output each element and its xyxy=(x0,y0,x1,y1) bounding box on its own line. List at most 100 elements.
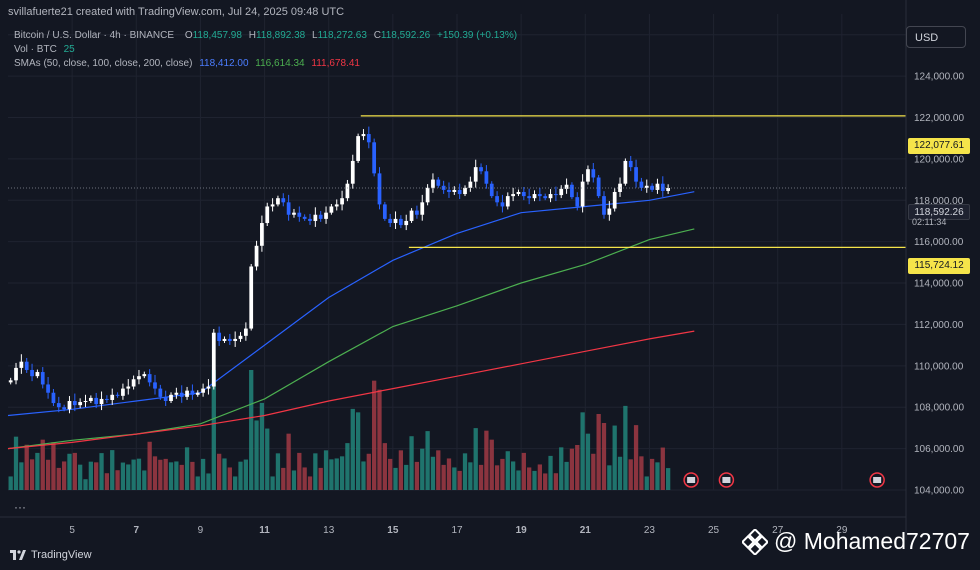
candle-body xyxy=(179,392,184,397)
volume-bar xyxy=(265,428,270,490)
candle-body xyxy=(211,332,216,387)
time-axis-tick: 15 xyxy=(387,525,399,536)
volume-bar xyxy=(655,462,660,490)
ohlc-open: 118,457.98 xyxy=(192,30,242,41)
event-marker-icon-body xyxy=(687,477,696,483)
candle-body xyxy=(227,338,232,341)
candle-body xyxy=(30,369,34,377)
candle-body xyxy=(169,394,173,402)
volume-bar xyxy=(334,458,339,490)
volume-bar xyxy=(521,452,526,490)
volume-bar xyxy=(537,464,542,490)
sma-lines xyxy=(7,191,695,450)
candle-body xyxy=(516,191,521,195)
volume-bar xyxy=(350,408,355,490)
sma-legend[interactable]: SMAs (50, close, 100, close, 200, close)… xyxy=(14,58,360,69)
candle-body xyxy=(564,184,569,189)
candle-body xyxy=(163,396,168,402)
candle-body xyxy=(489,183,494,197)
volume-bar xyxy=(120,462,126,490)
ohlc-open-label: O xyxy=(184,30,193,41)
candle-body xyxy=(447,189,451,192)
volume-bar xyxy=(19,462,24,490)
volume-legend[interactable]: Vol · BTC 25 xyxy=(14,44,75,55)
candle-body xyxy=(463,187,467,195)
volume-bar xyxy=(249,370,254,490)
candle-body xyxy=(511,194,515,197)
price-axis-tick: 114,000.00 xyxy=(914,279,964,290)
time-axis-tick: 13 xyxy=(323,525,335,536)
volume-bar xyxy=(623,405,628,490)
price-axis-tick: 116,000.00 xyxy=(914,237,964,248)
candle-body xyxy=(559,188,564,196)
ohlc-close: 118,592.26 xyxy=(380,30,431,41)
volume-bar xyxy=(216,453,222,490)
volume-bar xyxy=(168,462,174,490)
us-flag-icon-body xyxy=(873,477,882,483)
volume-bar xyxy=(78,464,83,490)
volume-bar xyxy=(580,412,585,490)
volume-bar xyxy=(158,459,163,490)
candle-body xyxy=(543,196,548,199)
price-axis-tick: 122,000.00 xyxy=(914,113,964,124)
candle-body xyxy=(94,397,99,405)
candle-body xyxy=(473,167,478,182)
more-options-icon[interactable]: ··· xyxy=(14,500,26,514)
candle-body xyxy=(361,134,366,137)
volume-bar xyxy=(323,450,329,490)
volume-bar xyxy=(313,453,318,490)
volume-bar xyxy=(24,444,29,490)
sma200-line xyxy=(7,330,695,450)
candle-body xyxy=(206,386,211,389)
candle-body xyxy=(468,181,473,188)
candle-body xyxy=(634,167,638,182)
volume-bar xyxy=(575,445,580,490)
volume-bar xyxy=(190,461,195,490)
tradingview-logo-icon xyxy=(10,550,26,560)
candle-body xyxy=(329,206,334,213)
volume-bar xyxy=(644,476,649,490)
volume-bar xyxy=(510,461,516,490)
volume-bar xyxy=(366,453,371,490)
volume-bar xyxy=(227,467,232,490)
candle-body xyxy=(537,194,542,197)
volume-bar xyxy=(639,456,644,490)
candle-body xyxy=(532,194,537,199)
author-watermark: @ Mohamed72707 xyxy=(742,528,970,555)
candle-body xyxy=(580,181,585,207)
candle-body xyxy=(201,388,205,393)
sma50-value: 118,412.00 xyxy=(199,58,249,69)
candle-body xyxy=(484,171,489,184)
symbol-legend[interactable]: Bitcoin / U.S. Dollar · 4h · BINANCE O11… xyxy=(14,30,517,41)
volume-bar xyxy=(462,453,468,490)
volume-bar xyxy=(281,467,286,490)
candle-body xyxy=(591,169,596,178)
volume-bar xyxy=(99,453,104,490)
volume-bar xyxy=(307,476,313,490)
ohlc-low: 118,272.63 xyxy=(317,30,367,41)
volume-bar xyxy=(505,451,510,490)
candle-body xyxy=(527,196,532,199)
time-axis-tick: 29 xyxy=(836,525,848,536)
volume-bar xyxy=(430,456,436,490)
volume-bar xyxy=(104,473,110,490)
volume-bar xyxy=(388,458,393,490)
ohlc-close-label: C xyxy=(373,30,381,41)
candle-body xyxy=(318,214,323,219)
candle-body xyxy=(655,183,660,190)
volume-bar xyxy=(457,470,462,490)
candle-body xyxy=(505,196,510,207)
currency-button[interactable]: USD xyxy=(906,26,966,48)
volume-bar xyxy=(275,453,281,490)
candle-body xyxy=(217,332,222,341)
volume-bar xyxy=(527,467,532,490)
candle-body xyxy=(297,212,302,217)
ohlc-low-label: L xyxy=(312,30,318,41)
candle-body xyxy=(147,374,152,383)
volume-bar xyxy=(339,456,345,490)
candle-body xyxy=(366,134,371,143)
volume-bar xyxy=(345,443,350,490)
candle-body xyxy=(249,266,254,329)
candle-body xyxy=(67,401,72,410)
